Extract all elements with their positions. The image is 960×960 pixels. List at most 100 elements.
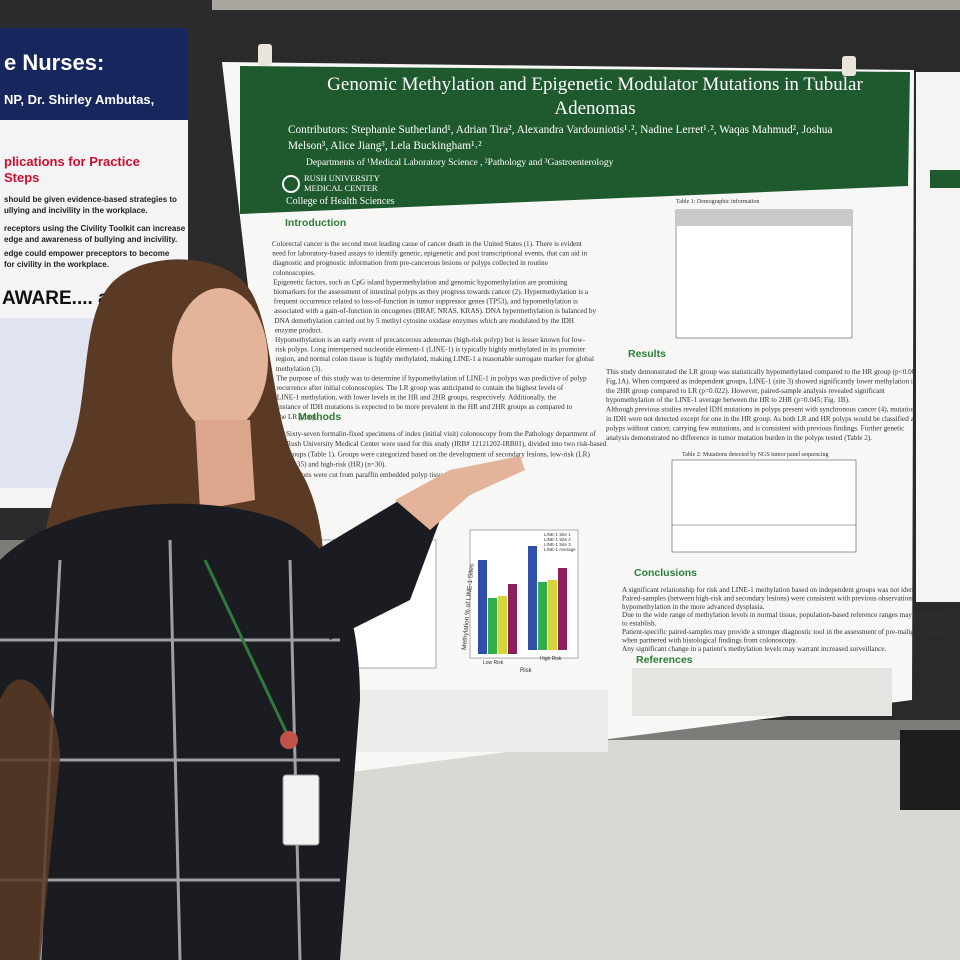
left-names: NP, Dr. Shirley Ambutas, <box>4 92 154 107</box>
section-heading: Results <box>628 348 666 360</box>
legend-entry: LINE-1 Site 3 <box>544 542 571 547</box>
text-line: Colorectal cancer is the second most lea… <box>272 240 582 248</box>
figure-bar <box>478 560 487 654</box>
text-line: diagnostic and prognostic information fr… <box>273 259 548 267</box>
table-title: Table 2: Mutations detected by NGS tumor… <box>682 452 829 458</box>
contributors: Melson³, Alice Jiang³, Lela Buckingham¹˒… <box>288 140 482 152</box>
figure-category: High Risk <box>540 656 562 662</box>
figure-bar <box>488 598 497 654</box>
section-heading: Conclusions <box>634 567 697 579</box>
section-heading: References <box>636 654 693 666</box>
left-text: receptors using the Civility Toolkit can… <box>4 224 186 233</box>
right-poster-header <box>930 170 960 188</box>
figure-bar <box>548 580 557 650</box>
text-line: risk polyps. Long interspersed nucleotid… <box>275 346 585 354</box>
text-line: Sixty-seven formalin-fixed specimens of … <box>286 430 596 438</box>
text-line: the 2HR group compared to LR (p=0.022). … <box>606 387 885 395</box>
text-line: Epigenetic factors, such as CpG island h… <box>273 278 568 286</box>
figure-bar <box>528 546 537 650</box>
section-heading: Introduction <box>285 217 346 229</box>
text-line: frequent occurrence related to loss-of-f… <box>274 298 578 306</box>
college: College of Health Sciences <box>286 196 395 207</box>
text-line: Due to the wide range of methylation lev… <box>622 611 945 619</box>
table-header <box>676 210 852 226</box>
left-text: ullying and incivility in the workplace. <box>4 206 148 215</box>
left-poster-header <box>0 28 188 120</box>
table <box>671 459 857 553</box>
left-title: e Nurses: <box>4 50 104 75</box>
text-line: Patient-specific paired-samples may prov… <box>622 628 948 636</box>
text-line: the LR group. <box>277 413 317 421</box>
intro-text: Colorectal cancer is the second most lea… <box>272 240 597 421</box>
text-line: DNA demethylation carried out by 5 methy… <box>274 317 574 325</box>
left-text: should be given evidence-based strategie… <box>4 195 177 204</box>
shirt <box>0 503 360 960</box>
hair-shoulder <box>0 679 60 960</box>
text-line: biomarkers for the assessment of intesti… <box>274 288 589 296</box>
text-line: hypomethylation of the LINE-1 average be… <box>606 396 850 404</box>
push-pin <box>258 44 272 66</box>
sleeve <box>300 500 440 640</box>
right-poster <box>916 72 960 602</box>
left-text: edge could empower preceptors to become <box>4 249 170 258</box>
presenter <box>0 259 525 960</box>
plaid-line <box>168 539 182 960</box>
text-line: groups (Table 1). Groups were categorize… <box>287 450 591 458</box>
figure-bar <box>538 582 547 650</box>
text-line: colonoscopies. <box>273 269 316 277</box>
figure-caption <box>318 690 608 752</box>
id-badge <box>282 774 320 846</box>
text-line: (n=35) and high-risk (HR) (n=30). <box>287 461 387 469</box>
figure-x-label: Risk <box>520 668 533 674</box>
text-line: methylation (3). <box>276 365 323 373</box>
figure-category: Low Risk <box>483 660 504 666</box>
text-line: analysis demonstrated no difference in t… <box>606 434 872 442</box>
text-line: in IDH were not detected except for one … <box>606 415 917 423</box>
text-line: A significant relationship for risk and … <box>622 586 931 594</box>
passerby-leg <box>900 730 960 810</box>
left-text: edge and awareness of bullying and inciv… <box>4 235 177 244</box>
references-text <box>632 668 892 716</box>
institution: RUSH UNIVERSITY <box>304 173 380 183</box>
results-text: This study demonstrated the LR group was… <box>606 368 921 442</box>
badge-reel <box>280 731 298 749</box>
poster-header <box>240 66 910 214</box>
arm-hand <box>395 456 525 530</box>
text-line: instance of IDH mutations is expected to… <box>277 403 572 411</box>
institution: MEDICAL CENTER <box>304 183 378 193</box>
lanyard <box>203 559 292 741</box>
departments: Departments of ¹Medical Laboratory Scien… <box>306 157 614 168</box>
legend-entry: LINE-1 Site 2 <box>544 537 571 542</box>
left-text: for civility in the workplace. <box>4 260 109 269</box>
text-line: LINE-1 methylation, with lower levels in… <box>277 394 557 402</box>
push-pin <box>842 56 856 76</box>
text-line: hypomethylation in the more advanced dys… <box>622 603 765 611</box>
text-line: The purpose of this study was to determi… <box>276 374 587 382</box>
figure-bar <box>508 584 517 654</box>
text-line: enzyme product. <box>275 326 323 334</box>
poster-title: Genomic Methylation and Epigenetic Modul… <box>327 74 863 95</box>
text-line: Rush University Medical Center were used… <box>286 440 606 448</box>
figure-bar <box>498 596 507 654</box>
figure-bar <box>558 568 567 650</box>
logo-mark <box>282 175 300 193</box>
text-line: Sections were cut from paraffin embedded… <box>287 471 446 479</box>
table-title: Table 1: Demographic information <box>676 198 759 205</box>
plaid-line <box>288 559 302 960</box>
table <box>675 209 853 339</box>
legend-entry: LINE-1 Site 1 <box>544 532 571 537</box>
left-heading: plications for Practice <box>4 154 140 169</box>
text-line: need for laboratory-based assays to iden… <box>272 250 587 258</box>
section-heading: Methods <box>298 411 341 423</box>
text-line: Although previous studies revealed IDH m… <box>606 406 919 414</box>
text-line: region, and normal colon tissue is highl… <box>276 355 594 363</box>
contributors: Contributors: Stephanie Sutherland¹, Adr… <box>288 124 832 136</box>
face <box>172 288 268 432</box>
text-line: This study demonstrated the LR group was… <box>606 368 921 376</box>
text-line: polyps without cancer, carrying few muta… <box>606 424 904 432</box>
text-line: Hypomethylation is an early event of pre… <box>275 336 586 344</box>
text-line: Fig.1A). When compared as independent gr… <box>606 377 917 385</box>
